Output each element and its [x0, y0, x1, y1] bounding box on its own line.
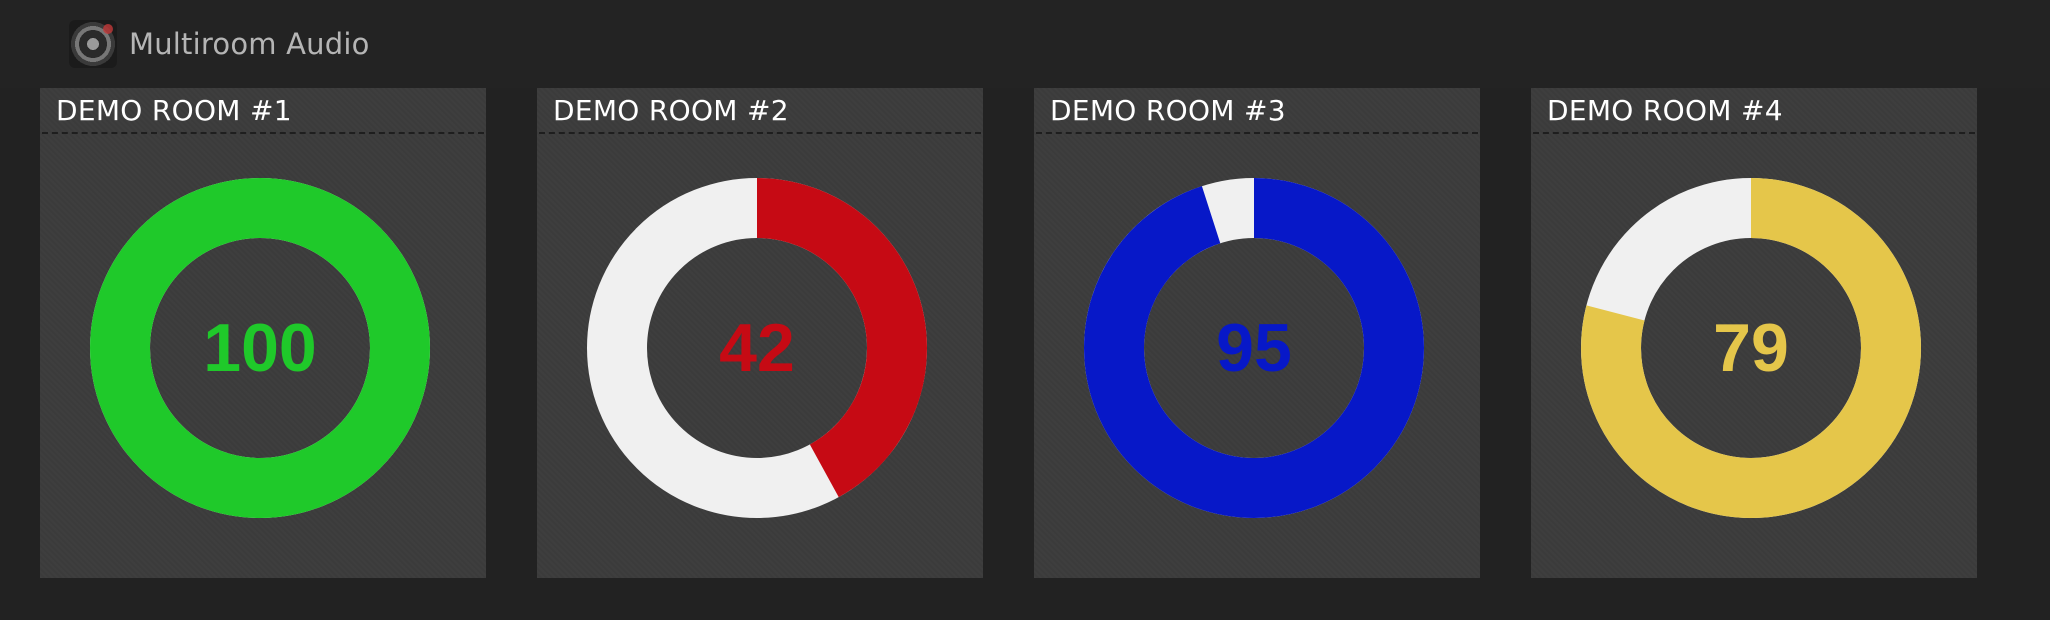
room-header: DEMO ROOM #1 — [42, 88, 484, 134]
room-header: DEMO ROOM #4 — [1533, 88, 1975, 134]
room-title: DEMO ROOM #2 — [553, 93, 789, 127]
room-panel-4: DEMO ROOM #4 79 — [1531, 88, 1977, 578]
volume-value: 42 — [719, 310, 795, 386]
room-header: DEMO ROOM #3 — [1036, 88, 1478, 134]
volume-value: 100 — [203, 310, 317, 386]
volume-ring[interactable] — [575, 166, 939, 530]
volume-arc — [90, 178, 430, 518]
volume-gauge[interactable]: 100 — [78, 166, 442, 530]
room-title: DEMO ROOM #1 — [56, 93, 292, 127]
volume-arc — [1084, 178, 1424, 518]
top-bar: Multiroom Audio — [0, 0, 2050, 88]
volume-ring[interactable] — [1569, 166, 1933, 530]
volume-gauge[interactable]: 42 — [575, 166, 939, 530]
room-title: DEMO ROOM #4 — [1547, 93, 1783, 127]
room-panel-3: DEMO ROOM #3 95 — [1034, 88, 1480, 578]
volume-gauge[interactable]: 95 — [1072, 166, 1436, 530]
volume-value: 95 — [1216, 310, 1292, 386]
room-title: DEMO ROOM #3 — [1050, 93, 1286, 127]
room-panel-1: DEMO ROOM #1 100 — [40, 88, 486, 578]
volume-gauge[interactable]: 79 — [1569, 166, 1933, 530]
volume-value: 79 — [1713, 310, 1789, 386]
volume-arc — [587, 178, 927, 518]
volume-ring[interactable] — [1072, 166, 1436, 530]
volume-ring[interactable] — [78, 166, 442, 530]
speaker-icon[interactable] — [69, 20, 117, 68]
room-header: DEMO ROOM #2 — [539, 88, 981, 134]
app-title[interactable]: Multiroom Audio — [129, 27, 370, 61]
volume-arc — [1581, 178, 1921, 518]
room-panel-2: DEMO ROOM #2 42 — [537, 88, 983, 578]
